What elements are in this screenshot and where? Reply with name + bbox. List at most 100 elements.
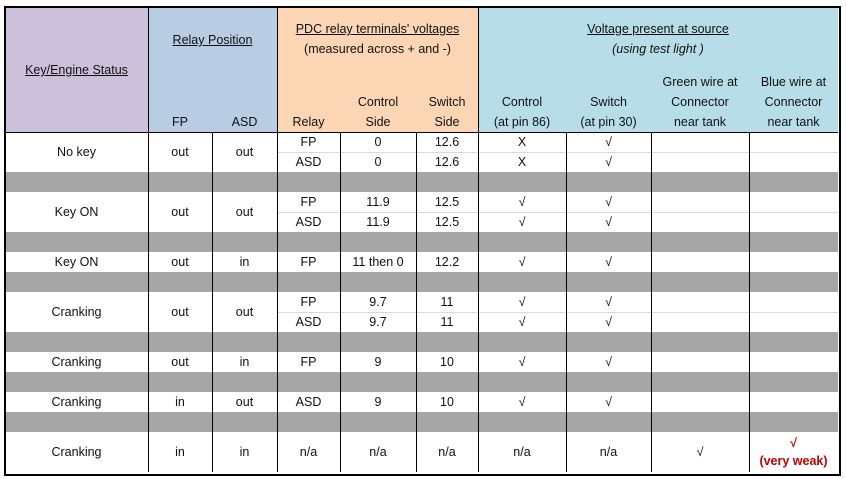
column-border	[212, 132, 213, 472]
table-cell: n/a	[566, 432, 651, 472]
table-cell: √	[566, 212, 651, 232]
cell-text: 9.7	[369, 315, 387, 329]
header-cell: Blue wire at Connector near tank	[749, 71, 838, 132]
table-cell: in	[212, 252, 277, 272]
table-cell: √	[566, 152, 651, 172]
table-cell: √	[566, 252, 651, 272]
table-cell: 12.5	[416, 212, 478, 232]
cell-text: n/a	[369, 445, 387, 459]
header-border	[5, 132, 838, 133]
cell-text: FP	[300, 295, 317, 309]
cell-text: Connector	[764, 94, 823, 109]
cell-text: Key ON	[54, 255, 99, 269]
cell-text: Relay	[292, 115, 325, 129]
cell-text: out	[235, 395, 254, 409]
cell-text: 11	[440, 315, 454, 329]
cell-text: n/a	[438, 445, 456, 459]
table-cell: FP	[277, 252, 340, 272]
cell-text: √	[605, 195, 612, 209]
table-cell: √	[478, 312, 566, 332]
cell-text: 12.6	[434, 135, 460, 149]
cell-text: √	[605, 315, 612, 329]
cell-text: 11 then 0	[352, 255, 404, 269]
cell-text: √	[605, 155, 612, 169]
table-cell: out	[148, 292, 212, 332]
cell-text: Cranking	[51, 395, 102, 409]
table-cell: ASD	[277, 312, 340, 332]
table-cell: √	[651, 432, 749, 472]
cell-text: Cranking	[51, 305, 102, 319]
table-cell: out	[212, 132, 277, 172]
cell-text: 11.9	[366, 215, 390, 229]
cell-text: FP	[300, 135, 317, 149]
header-status	[5, 7, 148, 132]
table-cell: in	[212, 352, 277, 372]
header-cell: Control (at pin 86)	[478, 91, 566, 132]
cell-text: out	[235, 145, 254, 159]
cell-text: out	[171, 205, 189, 219]
cell-text: out	[171, 255, 189, 269]
table-cell: 11.9	[340, 192, 416, 212]
table-cell: √	[566, 192, 651, 212]
table-cell: FP	[277, 292, 340, 312]
cell-text: √	[518, 255, 526, 269]
cell-text: √	[605, 135, 612, 149]
cell-text: 0	[374, 135, 382, 149]
table-cell: 11	[416, 292, 478, 312]
column-border	[277, 7, 278, 472]
table-cell: in	[148, 432, 212, 472]
table-cell: 9.7	[340, 312, 416, 332]
grid-line	[277, 312, 838, 313]
table-cell: √	[478, 212, 566, 232]
table-cell: 9.7	[340, 292, 416, 312]
table-cell: in	[148, 392, 212, 412]
grid-line	[277, 212, 838, 213]
cell-text: (using test light )	[612, 42, 704, 56]
separator-row	[5, 232, 838, 252]
cell-text: 9	[374, 395, 382, 409]
table-cell: 9	[340, 352, 416, 372]
cell-text: in	[239, 255, 250, 269]
cell-text: Blue wire at	[760, 74, 827, 89]
cell-text: Cranking	[51, 445, 102, 459]
header-cell: Green wire at Connector near tank	[651, 71, 749, 132]
cell-text: Switch	[428, 94, 466, 109]
cell-text: 12.2	[434, 255, 460, 269]
table-cell: n/a	[478, 432, 566, 472]
table-cell: √	[566, 392, 651, 412]
cell-text: √	[518, 195, 526, 209]
cell-text: Voltage present at source	[587, 22, 729, 36]
table-cell: No key	[5, 132, 148, 172]
table-cell: n/a	[277, 432, 340, 472]
cell-text: No key	[57, 145, 96, 159]
table-cell: X	[478, 152, 566, 172]
table-cell: 0	[340, 152, 416, 172]
table-cell: Key ON	[5, 252, 148, 272]
column-border	[416, 132, 417, 472]
table-cell: 12.6	[416, 132, 478, 152]
cell-text: FP	[172, 115, 188, 129]
cell-text: in	[175, 395, 185, 409]
cell-text: ASD	[231, 115, 258, 129]
table-cell: 11	[416, 312, 478, 332]
cell-text: √	[518, 315, 526, 329]
cell-text: 9	[374, 355, 382, 369]
separator-row	[5, 272, 838, 292]
table-cell: out	[148, 132, 212, 172]
table-cell: √	[566, 352, 651, 372]
column-border	[566, 132, 567, 472]
separator-row	[5, 372, 838, 392]
cell-text: in	[239, 445, 250, 459]
table-cell: out	[212, 192, 277, 232]
separator-row	[5, 412, 838, 432]
table-cell: 9	[340, 392, 416, 412]
table-cell: ASD	[277, 212, 340, 232]
table-cell: out	[148, 352, 212, 372]
cell-text: FP	[300, 355, 317, 369]
table-cell: √ (very weak)	[749, 432, 838, 472]
cell-text: Side	[365, 114, 391, 129]
table-cell: √	[478, 392, 566, 412]
cell-text: out	[235, 305, 254, 319]
header-pdc	[277, 7, 478, 132]
cell-text: in	[239, 355, 250, 369]
